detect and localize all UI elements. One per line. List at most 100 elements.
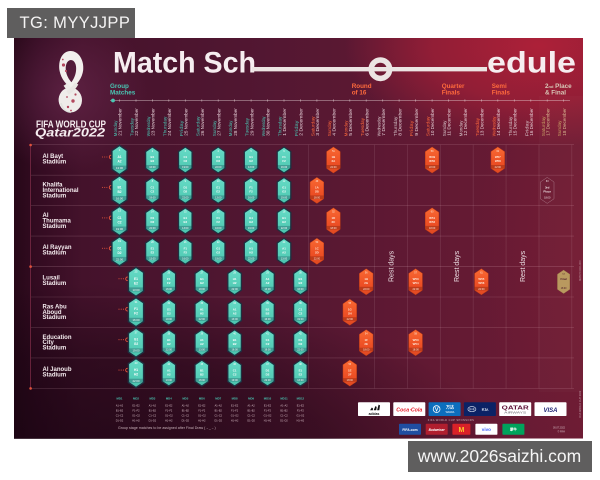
svg-text:16:00: 16:00	[231, 349, 238, 352]
svg-text:QATAR: QATAR	[502, 405, 529, 411]
svg-text:18:00: 18:00	[429, 227, 436, 230]
svg-text:2H: 2H	[348, 311, 352, 315]
svg-text:16:00: 16:00	[199, 379, 206, 382]
svg-text:1A: 1A	[315, 186, 320, 190]
svg-text:Stadium: Stadium	[43, 193, 67, 199]
svg-text:C1: C1	[266, 338, 270, 342]
svg-text:3: 3	[185, 150, 187, 153]
svg-text:KIʌ: KIʌ	[482, 407, 489, 412]
svg-text:1E: 1E	[348, 368, 352, 372]
svg-text:G1: G1	[167, 307, 171, 311]
svg-text:B1: B1	[233, 338, 237, 342]
svg-text:蒙牛: 蒙牛	[510, 427, 517, 432]
svg-text:24: 24	[283, 241, 286, 244]
svg-text:5: 5	[250, 150, 252, 153]
svg-text:WANDA: WANDA	[446, 411, 455, 414]
svg-text:22:00: 22:00	[231, 288, 238, 291]
svg-text:MD11: MD11	[280, 397, 288, 401]
svg-text:B2: B2	[233, 342, 237, 346]
svg-text:E2: E2	[134, 281, 138, 285]
svg-text:13:00: 13:00	[231, 318, 238, 321]
svg-text:Sunday: Sunday	[557, 120, 562, 137]
svg-text:Stadium: Stadium	[43, 315, 67, 321]
svg-text:18:00: 18:00	[314, 196, 321, 199]
svg-text:12: 12	[283, 180, 286, 183]
svg-text:E2: E2	[249, 159, 253, 163]
svg-text:MD2: MD2	[133, 397, 139, 401]
svg-text:E1: E1	[151, 247, 155, 251]
svg-text:Ras Abu: Ras Abu	[43, 304, 67, 310]
svg-text:FIFA WORLD CUP SPONSORS: FIFA WORLD CUP SPONSORS	[428, 418, 474, 422]
svg-text:45: 45	[200, 363, 203, 366]
svg-text:19:00: 19:00	[116, 227, 123, 231]
svg-text:Sunday: Sunday	[327, 120, 332, 137]
svg-text:18:00: 18:00	[347, 379, 354, 382]
svg-text:A1–A2: A1–A2	[280, 405, 288, 408]
svg-text:B1: B1	[200, 368, 204, 372]
svg-text:1: 1	[119, 148, 121, 152]
svg-text:G2: G2	[167, 311, 171, 315]
svg-text:FIFA WORLD CUP 2022: FIFA WORLD CUP 2022	[579, 390, 582, 418]
svg-text:E1: E1	[299, 368, 303, 372]
svg-text:10: 10	[217, 180, 220, 183]
svg-text:F1: F1	[217, 216, 221, 220]
svg-text:MD7: MD7	[215, 397, 221, 401]
svg-text:E1: E1	[134, 277, 138, 281]
svg-text:Stadium: Stadium	[43, 251, 67, 257]
svg-text:D1–D2: D1–D2	[214, 420, 222, 423]
svg-text:F1–F2: F1–F2	[165, 410, 173, 413]
svg-text:22:00: 22:00	[199, 318, 206, 321]
svg-text:B1: B1	[299, 277, 303, 281]
svg-text:22:00: 22:00	[330, 166, 337, 169]
svg-text:E1–E2: E1–E2	[198, 405, 206, 408]
svg-text:D1–D2: D1–D2	[116, 420, 124, 423]
svg-text:F2: F2	[184, 251, 188, 255]
svg-text:22:00: 22:00	[429, 166, 436, 169]
svg-text:4 December: 4 December	[332, 108, 337, 136]
svg-text:G2: G2	[216, 251, 220, 255]
svg-text:19:00: 19:00	[231, 379, 238, 382]
svg-text:C1–C2: C1–C2	[214, 415, 222, 418]
svg-text:C1–C2: C1–C2	[182, 415, 190, 418]
svg-text:16:00: 16:00	[215, 227, 222, 230]
svg-text:D1–D2: D1–D2	[280, 420, 288, 423]
svg-text:H1: H1	[249, 247, 253, 251]
svg-text:13:00: 13:00	[199, 349, 206, 352]
svg-text:H1–H2: H1–H2	[297, 420, 305, 423]
svg-text:22:00: 22:00	[363, 288, 370, 291]
svg-text:vivo: vivo	[482, 427, 491, 432]
svg-text:F1–F2: F1–F2	[198, 410, 206, 413]
svg-text:41: 41	[266, 333, 269, 336]
svg-text:E1–E2: E1–E2	[231, 405, 239, 408]
svg-text:B1: B1	[151, 155, 155, 159]
svg-text:19:00: 19:00	[215, 257, 222, 260]
svg-text:28: 28	[233, 272, 236, 275]
svg-text:1 December: 1 December	[282, 108, 287, 136]
svg-text:W57: W57	[495, 155, 501, 159]
svg-text:W51: W51	[429, 216, 435, 220]
svg-text:F2: F2	[167, 281, 171, 285]
svg-text:© FIFA: © FIFA	[558, 430, 566, 433]
svg-text:G2: G2	[134, 342, 139, 346]
svg-text:19:00: 19:00	[149, 196, 156, 199]
svg-text:44: 44	[167, 363, 170, 366]
svg-text:VISA: VISA	[543, 408, 557, 414]
svg-text:D2: D2	[183, 190, 187, 194]
svg-text:F2: F2	[217, 220, 221, 224]
svg-text:G1: G1	[249, 216, 253, 220]
svg-text:6: 6	[283, 150, 285, 153]
svg-text:A1–A2: A1–A2	[116, 405, 124, 408]
svg-text:3rd: 3rd	[545, 186, 550, 190]
svg-text:C2: C2	[233, 372, 237, 376]
svg-text:W49: W49	[429, 155, 435, 159]
svg-text:39: 39	[200, 333, 203, 336]
svg-text:H1–H2: H1–H2	[231, 420, 239, 423]
svg-text:Rest days: Rest days	[520, 250, 527, 282]
svg-text:16:00: 16:00	[182, 257, 189, 260]
svg-text:Stadium: Stadium	[43, 159, 67, 165]
svg-text:Thursday: Thursday	[162, 116, 167, 137]
svg-text:Finals: Finals	[442, 90, 461, 97]
svg-text:36: 36	[299, 302, 302, 305]
svg-text:Qatar2022: Qatar2022	[35, 128, 106, 140]
svg-text:H2: H2	[249, 251, 253, 255]
